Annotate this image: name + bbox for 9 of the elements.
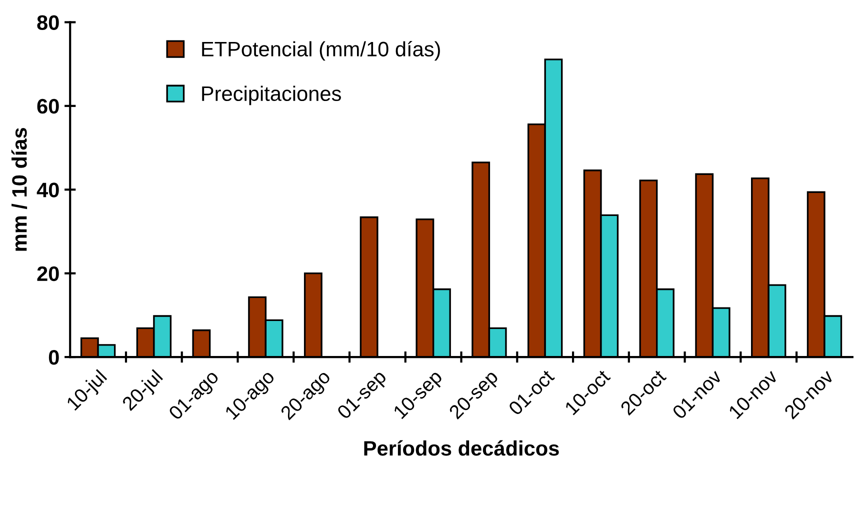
y-tick-label: 40 xyxy=(36,182,59,198)
y-axis-title: mm / 10 días xyxy=(11,128,28,251)
legend-label: ETPotencial (mm/10 días) xyxy=(202,40,440,61)
x-axis-title: Períodos decádicos xyxy=(364,440,559,456)
y-tick-label: 80 xyxy=(37,15,59,30)
y-tick-label: 20 xyxy=(37,266,59,282)
y-tick-label: 60 xyxy=(37,98,59,114)
legend-label: Precipitaciones xyxy=(202,86,341,106)
y-tick-label: 0 xyxy=(48,350,59,365)
